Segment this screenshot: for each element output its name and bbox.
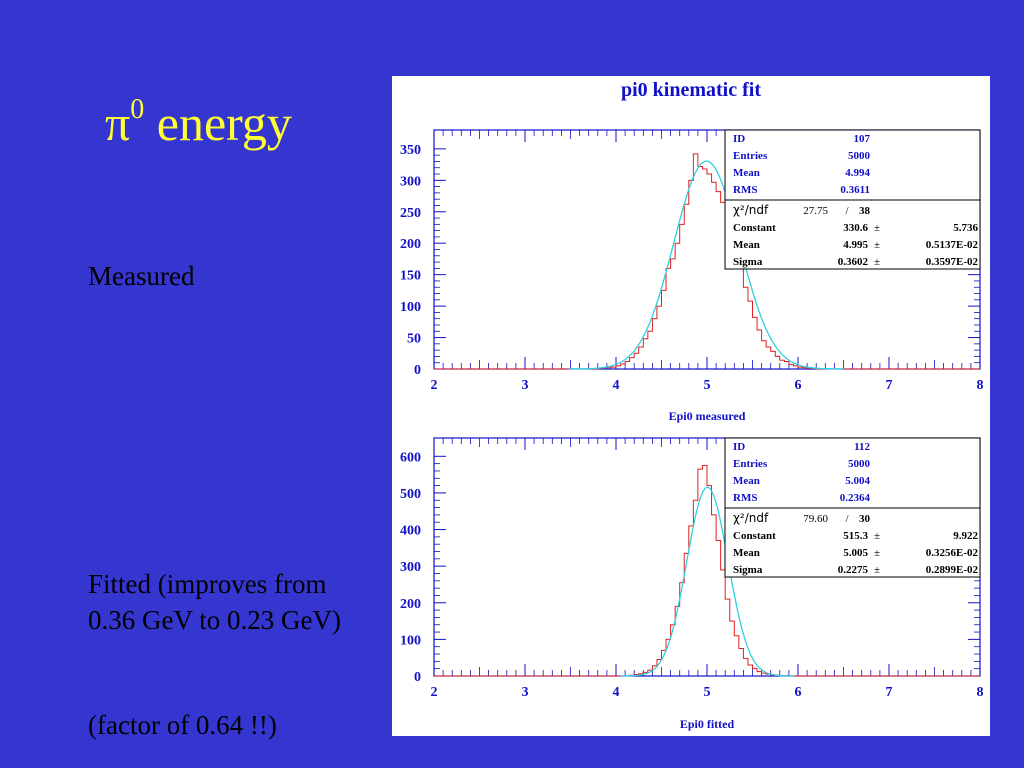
chart1-ytick-label: 50 <box>407 332 421 347</box>
chart1-xtick-label: 8 <box>977 378 984 393</box>
chart2-fit-stat-separator: ± <box>874 547 880 559</box>
chart1-ytick-label: 350 <box>400 143 421 158</box>
chart2-stat-value: 112 <box>854 441 870 453</box>
chart2-fit-stat-error: 0.3256E-02 <box>926 547 979 559</box>
chart1-xtick-label: 3 <box>522 378 529 393</box>
chart2-fit-stat-name: Constant <box>733 530 776 542</box>
chart2-fit-stat-name: Mean <box>733 547 760 559</box>
chart2-fit-stat-value: 5.005 <box>843 547 868 559</box>
chart1-gaussian-fit-curve <box>568 160 844 370</box>
chart1-xtick-label: 7 <box>886 378 893 393</box>
factor-label: (factor of 0.64 !!) <box>88 710 277 740</box>
chart2-fit-stat-value: 0.2275 <box>838 564 869 576</box>
figure-title: pi0 kinematic fit <box>621 79 761 101</box>
chart1-ytick-label: 150 <box>400 269 421 284</box>
chart2-stat-value: 0.2364 <box>840 492 871 504</box>
chart2-stat-name: Mean <box>733 475 760 487</box>
chart1-fit-stat-name: Constant <box>733 222 776 234</box>
title-superscript: 0 <box>130 94 145 125</box>
chart1-xtick-label: 6 <box>795 378 802 393</box>
chart2-ytick-label: 600 <box>400 450 421 465</box>
chart2-xtick-label: 2 <box>431 685 438 700</box>
chart1-stat-name: Entries <box>733 150 768 162</box>
chart2-xtick-label: 6 <box>795 685 802 700</box>
chart2-fit-stat-name: Sigma <box>733 564 763 576</box>
histogram-figure: pi0 kinematic fit 0 50 100 150 200 250 300 350 2… <box>392 76 990 736</box>
chart2-x-axis-label: Epi0 fitted <box>680 717 735 731</box>
chart2-stat-value: 5.004 <box>845 475 870 487</box>
chart2-gaussian-fit-curve <box>620 486 795 677</box>
chart1-x-axis-label: Epi0 measured <box>669 409 746 423</box>
chart2-stat-value: 5000 <box>848 458 871 470</box>
chart2-xtick-label: 8 <box>977 685 984 700</box>
chart2-fit-stat-error: 30 <box>859 513 871 525</box>
chart1-xtick-label: 2 <box>431 378 438 393</box>
chart1-ytick-label: 100 <box>400 300 421 315</box>
chart2-ytick-label: 0 <box>414 670 421 685</box>
chart1-fit-stat-error: 38 <box>859 205 871 217</box>
chart2-xtick-label: 5 <box>704 685 711 700</box>
title-symbol: π <box>105 95 131 151</box>
chart1-stat-name: Mean <box>733 167 760 179</box>
chart2-fit-stat-error: 0.2899E-02 <box>926 564 979 576</box>
chart1-stat-name: ID <box>733 133 745 145</box>
chart2-stat-name: RMS <box>733 492 757 504</box>
chart2-stat-name: ID <box>733 441 745 453</box>
chart1-ytick-label: 250 <box>400 206 421 221</box>
chart2-stat-name: Entries <box>733 458 768 470</box>
chart1-fit-stat-error: 0.3597E-02 <box>926 256 979 268</box>
chart1-fit-stat-value: 4.995 <box>843 239 868 251</box>
chart1-fit-stat-name: Mean <box>733 239 760 251</box>
chart1-fit-stat-error: 0.5137E-02 <box>926 239 979 251</box>
chart1-ytick-label: 200 <box>400 237 421 252</box>
chart1-stat-value: 107 <box>854 133 871 145</box>
chart1-fit-stat-separator: ± <box>874 256 880 268</box>
chart2-ytick-label: 300 <box>400 560 421 575</box>
chart1-stat-value: 4.994 <box>845 167 870 179</box>
measured-label: Measured <box>88 261 195 291</box>
chart1-fit-stat-separator: / <box>845 205 849 217</box>
chart1-stat-value: 0.3611 <box>840 184 870 196</box>
chart1-ytick-label: 300 <box>400 174 421 189</box>
chart2-fit-stat-separator: ± <box>874 564 880 576</box>
chart2-ytick-label: 400 <box>400 524 421 539</box>
chart1-stat-value: 5000 <box>848 150 871 162</box>
chart1-fit-stat-value: 330.6 <box>843 222 868 234</box>
chart2-xtick-label: 3 <box>522 685 529 700</box>
chart1-stat-name: RMS <box>733 184 757 196</box>
chart1-xtick-label: 4 <box>613 378 620 393</box>
chart1-ytick-label: 0 <box>414 363 421 378</box>
chart2-fit-stat-value: 79.60 <box>803 513 828 525</box>
chart1-fit-stat-value: 27.75 <box>803 205 828 217</box>
chart2-xtick-label: 7 <box>886 685 893 700</box>
chart2-ytick-label: 500 <box>400 487 421 502</box>
chart2-fit-stat-separator: / <box>845 513 849 525</box>
chart1-fit-stat-separator: ± <box>874 222 880 234</box>
chart1-fit-stat-name: Sigma <box>733 256 763 268</box>
chart2-fit-stat-name: χ²/ndf <box>733 511 769 525</box>
chart1-fit-stat-name: χ²/ndf <box>733 203 769 217</box>
chart2-histogram-series <box>434 464 980 677</box>
title-text: energy <box>156 95 292 151</box>
chart1-histogram-series <box>434 153 980 370</box>
chart1-fit-stat-separator: ± <box>874 239 880 251</box>
chart1-fit-stat-value: 0.3602 <box>838 256 869 268</box>
chart2-ytick-label: 200 <box>400 597 421 612</box>
slide-title: π0 energy <box>105 95 292 151</box>
chart2-fit-stat-error: 9.922 <box>953 530 978 542</box>
chart2-fit-stat-value: 515.3 <box>843 530 868 542</box>
chart2-xtick-label: 4 <box>613 685 620 700</box>
fitted-label: Fitted (improves from 0.36 GeV to 0.23 G… <box>88 569 341 635</box>
chart2-ytick-label: 100 <box>400 633 421 648</box>
chart1-xtick-label: 5 <box>704 378 711 393</box>
chart1-fit-stat-error: 5.736 <box>953 222 978 234</box>
chart2-fit-stat-separator: ± <box>874 530 880 542</box>
